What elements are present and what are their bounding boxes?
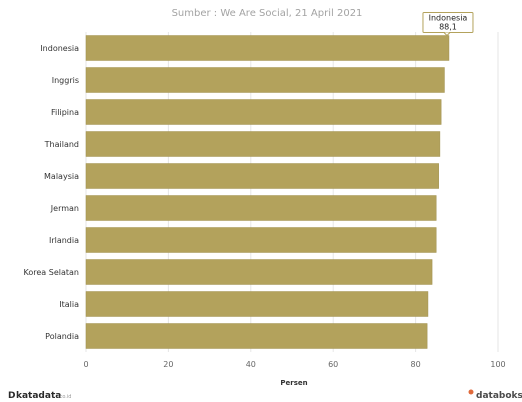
katadata-logo: D katadata .co.id: [8, 391, 71, 401]
category-label-9: Polandia: [45, 332, 79, 341]
katadata-logo-sub: .co.id: [58, 394, 71, 400]
bar-4: [85, 163, 439, 189]
category-label-8: Italia: [59, 300, 79, 309]
tooltip: Indonesia 88,1: [422, 12, 474, 37]
tooltip-arrow: [443, 32, 451, 37]
bar-1: [85, 67, 445, 93]
katadata-logo-mark: D: [8, 391, 15, 401]
x-tick-label-4: 80: [411, 360, 421, 369]
x-tick-label-1: 20: [163, 360, 173, 369]
x-axis-label: Persen: [280, 379, 307, 387]
databoks-logo-text: databoks: [476, 391, 522, 401]
bars: [85, 35, 450, 349]
x-axis-ticks: 0 20 40 60 80 100: [83, 360, 505, 369]
category-label-7: Korea Selatan: [24, 268, 79, 277]
bar-5: [85, 195, 437, 221]
bar-6: [85, 227, 437, 253]
bar-8: [85, 291, 429, 317]
katadata-logo-text: katadata: [16, 391, 61, 401]
bar-0: [85, 35, 450, 61]
tooltip-category: Indonesia: [429, 14, 468, 23]
x-tick-label-5: 100: [490, 360, 505, 369]
category-label-4: Malaysia: [44, 172, 79, 181]
tooltip-value: 88,1: [439, 23, 457, 32]
databoks-logo: databoks: [468, 389, 522, 401]
bar-7: [85, 259, 433, 285]
category-label-6: Irlandia: [49, 236, 79, 245]
x-tick-label-3: 60: [328, 360, 338, 369]
databoks-icon: [468, 389, 474, 395]
category-label-1: Inggris: [52, 76, 79, 85]
chart-source: Sumber : We Are Social, 21 April 2021: [172, 8, 363, 19]
category-label-3: Thailand: [44, 140, 79, 149]
category-label-2: Filipina: [51, 108, 79, 117]
category-labels: Indonesia Inggris Filipina Thailand Malaysia…: [24, 44, 80, 341]
bar-9: [85, 323, 428, 349]
x-tick-label-2: 40: [246, 360, 256, 369]
category-label-0: Indonesia: [40, 44, 79, 53]
x-tick-label-0: 0: [83, 360, 88, 369]
bar-2: [85, 99, 442, 125]
bar-3: [85, 131, 441, 157]
category-label-5: Jerman: [50, 204, 79, 213]
